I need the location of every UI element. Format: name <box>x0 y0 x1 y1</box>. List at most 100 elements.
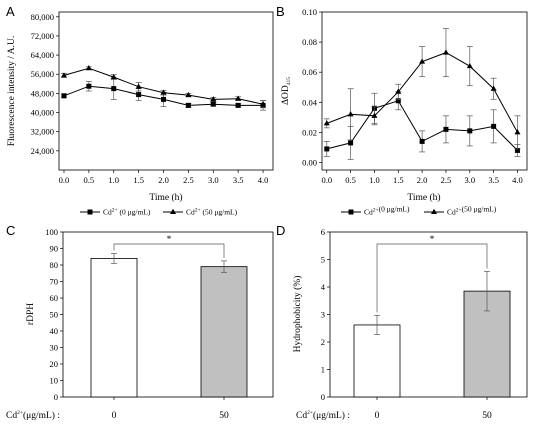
pA-y-tick-label: 80,000 <box>31 12 54 22</box>
panel-b-data <box>323 28 521 160</box>
pB-y-tick-label: 0.10 <box>302 7 317 17</box>
pD-y-tick-label: 1 <box>321 365 325 375</box>
legend-a-square-marker <box>87 209 93 215</box>
pA-y-tick-label: 40,000 <box>31 108 54 118</box>
pB-triangle-point <box>490 85 497 91</box>
pA-x-tick-label: 0.5 <box>84 175 95 185</box>
panel-a: A 24,000 32,000 40,000 48,000 56,000 64,000 72… <box>6 4 274 217</box>
pB-triangle-point <box>395 88 402 94</box>
pA-x-tick-label: 1.0 <box>108 175 119 185</box>
pA-y-tick-label: 48,000 <box>31 88 54 98</box>
pD-significance-bracket <box>376 243 488 313</box>
panel-d-y-ticks: 0 1 2 3 4 5 6 <box>321 227 330 402</box>
pB-triangle-point <box>371 112 378 118</box>
pC-y-tick-label: 80 <box>50 260 59 270</box>
pB-x-tick-label: 0.5 <box>345 175 356 185</box>
legend-a-label-1: Cd2+ (50 μg/mL) <box>186 208 238 217</box>
pB-x-tick-label: 0.0 <box>321 175 332 185</box>
pA-square-point <box>86 83 92 89</box>
pB-square-point <box>395 98 401 104</box>
panel-d-y-label: Hydrophobicity (%) <box>292 276 303 353</box>
pC-significance-mark: * <box>167 235 172 245</box>
pA-triangle-point <box>60 72 67 78</box>
panel-a-legend: Cd2+ (0 μg/mL) Cd2+ (50 μg/mL) <box>80 208 238 217</box>
pD-significance-mark: * <box>430 235 435 245</box>
panel-b-y-ticks: 0.00 0.02 0.04 0.06 0.08 0.10 <box>302 7 322 167</box>
pB-x-tick-label: 1.5 <box>393 175 404 185</box>
pA-y-tick-label: 32,000 <box>31 127 54 137</box>
panel-b-y-label: ΔOD415 <box>281 77 292 105</box>
pB-triangle-point <box>419 58 426 64</box>
pB-square-point <box>467 128 473 134</box>
pA-triangle-point <box>235 95 242 101</box>
pA-square-point <box>136 92 142 98</box>
pB-x-tick-label: 1.0 <box>369 175 380 185</box>
pB-triangle-point <box>514 129 521 135</box>
pD-category-label: 0 <box>375 411 380 421</box>
pB-square-point <box>348 140 354 146</box>
pA-triangle-point <box>85 65 92 71</box>
pA-triangle-point <box>135 83 142 89</box>
panel-a-letter: A <box>6 4 15 19</box>
panel-d-category-axis-label: Cd2+(μg/mL) : <box>296 410 350 421</box>
pC-category-label: 50 <box>219 411 229 421</box>
legend-b-label-0: Cd2+(0 μg/mL) <box>364 205 410 217</box>
pD-y-tick-label: 6 <box>321 227 325 237</box>
pB-y-tick-label: 0.06 <box>302 67 317 77</box>
pA-x-tick-label: 3.5 <box>233 175 244 185</box>
pA-triangle-point <box>185 91 192 98</box>
panel-c: C 0 10 20 30 40 50 60 70 80 90 100 rDPH 0 50 * Cd2+(… <box>6 223 274 421</box>
pA-y-tick-label: 72,000 <box>31 31 54 41</box>
pB-triangle-point <box>323 120 330 126</box>
panel-b-plot-frame <box>321 11 528 171</box>
pD-y-tick-label: 4 <box>321 282 326 292</box>
pA-square-point <box>61 93 67 99</box>
pD-bar-0 <box>353 324 401 398</box>
pB-triangle-point <box>466 62 473 69</box>
pB-y-tick-label: 0.02 <box>302 127 317 137</box>
pA-square-point <box>210 101 216 107</box>
panel-d-letter: D <box>276 223 285 238</box>
legend-b-triangle-marker <box>431 208 437 214</box>
pC-bar-50 <box>200 266 248 398</box>
pA-triangle-point <box>210 96 217 102</box>
panel-b-x-ticks: 0.0 0.5 1.0 1.5 2.0 2.5 3.0 3.5 4.0 <box>321 170 523 185</box>
pB-square-point <box>324 146 330 152</box>
panel-a-y-label: Fluorescence intensity / A.U. <box>7 36 17 147</box>
pA-square-point <box>185 102 191 108</box>
legend-b-square-marker <box>348 209 354 215</box>
pA-y-tick-label: 64,000 <box>31 50 54 60</box>
pA-x-tick-label: 2.5 <box>183 175 194 185</box>
pC-bar-0 <box>90 257 138 398</box>
pD-y-tick-label: 2 <box>321 337 325 347</box>
pC-category-label: 0 <box>112 411 117 421</box>
pA-y-tick-label: 24,000 <box>31 146 54 156</box>
pA-x-tick-label: 2.0 <box>158 175 169 185</box>
panel-d: D 0 1 2 3 4 5 6 Hydrophobicity (%) 0 50 * Cd2+(μ… <box>276 223 528 421</box>
pB-x-tick-label: 4.0 <box>512 175 523 185</box>
pB-triangle-point <box>442 49 449 55</box>
pB-x-tick-label: 3.5 <box>488 175 499 185</box>
panel-b-letter: B <box>276 4 285 19</box>
pC-y-tick-label: 60 <box>50 293 59 303</box>
pB-y-tick-label: 0.00 <box>302 157 317 167</box>
panel-a-x-ticks: 0.0 0.5 1.0 1.5 2.0 2.5 3.0 3.5 4.0 <box>59 170 269 185</box>
panel-b-x-label: Time (h) <box>407 192 440 203</box>
pA-square-point <box>235 102 241 108</box>
pB-y-tick-label: 0.04 <box>302 97 318 107</box>
pC-y-tick-label: 50 <box>50 310 59 320</box>
pC-y-tick-label: 70 <box>50 277 59 287</box>
pA-triangle-point <box>110 73 117 80</box>
pB-triangle-point <box>347 111 354 117</box>
pA-x-tick-label: 4.0 <box>258 175 269 185</box>
pD-y-tick-label: 0 <box>321 392 325 402</box>
panel-c-y-label: rDPH <box>26 303 36 325</box>
pD-y-tick-label: 5 <box>321 255 325 265</box>
pB-x-tick-label: 3.0 <box>464 175 475 185</box>
legend-a-label-0: Cd2+ (0 μg/mL) <box>103 208 151 217</box>
pB-x-tick-label: 2.0 <box>417 175 428 185</box>
pC-y-tick-label: 90 <box>50 244 59 254</box>
pC-significance-bracket <box>113 243 225 258</box>
pA-square-point <box>111 86 117 92</box>
